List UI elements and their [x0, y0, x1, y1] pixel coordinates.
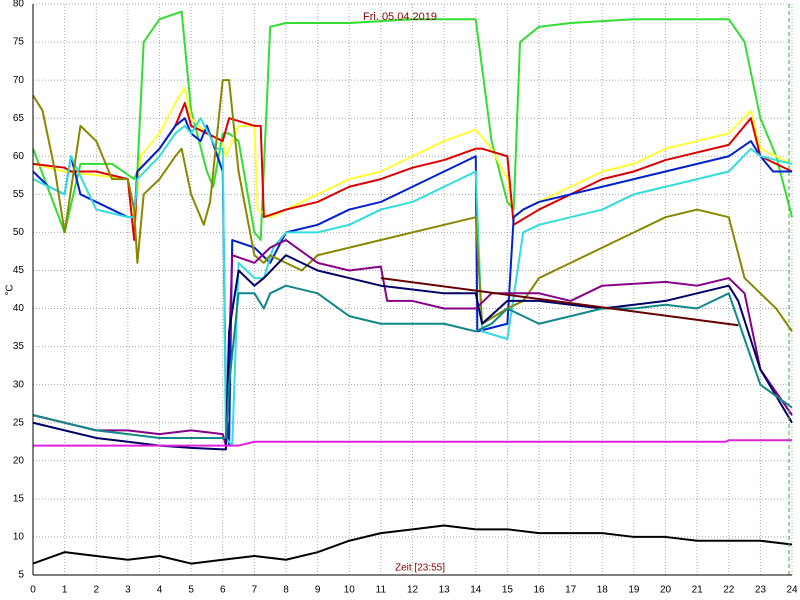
x-tick-label: 0: [30, 585, 36, 596]
x-tick-label: 18: [597, 585, 609, 596]
x-tick-label: 1: [62, 585, 68, 596]
y-tick-label: 70: [13, 75, 25, 86]
y-tick-label: 30: [13, 379, 25, 390]
y-tick-label: 35: [13, 341, 25, 352]
x-tick-label: 12: [407, 585, 419, 596]
x-tick-label: 9: [315, 585, 321, 596]
x-tick-label: 8: [283, 585, 289, 596]
x-tick-label: 15: [502, 585, 514, 596]
y-axis-label: °C: [5, 284, 16, 295]
x-tick-label: 14: [470, 585, 482, 596]
x-tick-label: 13: [439, 585, 451, 596]
x-tick-label: 6: [220, 585, 226, 596]
x-tick-label: 24: [786, 585, 798, 596]
y-tick-label: 75: [13, 37, 25, 48]
y-tick-label: 80: [13, 0, 25, 10]
data-line: [32, 254, 793, 451]
x-tick-label: 21: [692, 585, 704, 596]
x-tick-label: 10: [344, 585, 356, 596]
x-tick-label: 11: [376, 585, 387, 596]
y-tick-label: 65: [13, 113, 25, 124]
y-tick-label: 50: [13, 227, 25, 238]
data-line: [32, 239, 793, 447]
data-line: [380, 277, 739, 327]
x-axis-label: Zeit [23:55]: [395, 563, 445, 574]
data-line: [32, 284, 793, 439]
data-line: [32, 86, 793, 234]
x-tick-label: 17: [565, 585, 577, 596]
lines: [32, 10, 793, 565]
y-tick-label: 55: [13, 189, 25, 200]
x-tick-label: 22: [723, 585, 735, 596]
y-tick-label: 40: [13, 303, 25, 314]
x-tick-label: 4: [157, 585, 163, 596]
y-tick-label: 10: [13, 532, 25, 543]
y-tick-label: 60: [13, 151, 25, 162]
chart-title: Fri. 05.04.2019: [363, 11, 437, 23]
x-tick-label: 20: [660, 585, 672, 596]
x-tick-label: 23: [755, 585, 767, 596]
data-line: [32, 524, 793, 565]
x-tick-label: 5: [188, 585, 194, 596]
y-tick-label: 5: [18, 570, 24, 581]
y-tick-label: 45: [13, 265, 25, 276]
data-line: [32, 117, 793, 447]
y-tick-label: 15: [13, 494, 25, 505]
x-tick-label: 3: [125, 585, 131, 596]
data-line: [32, 79, 793, 332]
data-line: [33, 439, 792, 447]
x-tick-label: 2: [93, 585, 99, 596]
x-tick-label: 16: [533, 585, 545, 596]
x-tick-label: 19: [628, 585, 640, 596]
x-tick-label: 7: [252, 585, 258, 596]
y-tick-label: 20: [13, 455, 25, 466]
data-line: [32, 10, 793, 242]
y-tick-label: 25: [13, 417, 25, 428]
